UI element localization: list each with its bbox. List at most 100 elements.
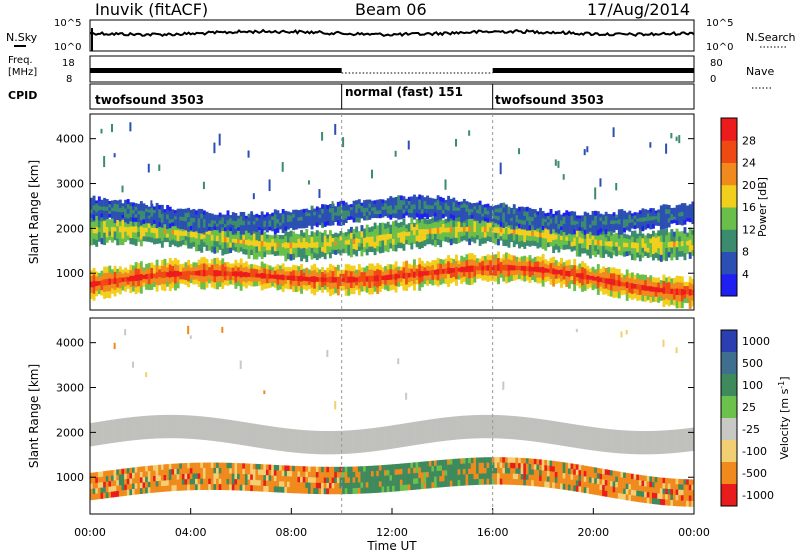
power-cell [384,270,388,276]
power-cell [286,211,290,216]
power-cell [599,234,603,241]
power-cell [153,209,156,214]
power-cell [100,206,104,211]
power-cell [326,272,330,278]
power-cell [124,221,128,228]
power-cell [449,214,453,219]
power-cell [273,238,277,244]
power-cell [153,216,156,221]
power-cell [549,213,553,220]
power-cell [318,207,322,212]
velocity-cell [455,458,458,465]
power-cell [336,264,340,272]
power-cell [263,220,267,225]
power-cell [649,212,653,217]
power-cell [352,276,356,283]
power-cell [562,212,566,218]
power-cell [339,210,343,217]
power-cell [389,196,393,202]
power-cell [213,220,217,225]
velocity-cell [405,463,409,469]
velocity-cell [355,477,359,484]
velocity-cell [502,473,506,480]
power-cell [234,213,238,218]
power-cell [200,276,204,283]
velocity-cell [260,424,264,449]
power-cell [510,214,514,219]
power-cell [565,224,569,231]
power-cell [310,265,314,272]
power-cell [279,247,282,252]
power-cell [507,221,511,226]
power-cell [166,233,170,239]
power-cell [378,213,382,219]
velocity-cell [252,474,256,481]
velocity-cell [289,481,293,488]
power-cell [244,272,248,278]
power-cell [607,231,611,237]
power-cell [502,217,506,224]
power-cell [397,200,401,206]
velocity-cell [179,468,183,475]
power-cell [557,261,561,267]
velocity-cell [208,473,212,480]
power-cell [300,275,303,283]
power-cell [305,276,309,282]
velocity-cell [305,466,309,473]
velocity-cell [565,473,569,480]
power-cell [394,279,398,287]
power-cell [381,222,385,230]
velocity-cell [449,459,453,465]
velocity-cell [531,464,535,470]
power-cell [284,229,288,237]
power-cell [473,265,477,272]
power-cell [444,179,447,190]
power-cell [418,194,422,200]
power-cell [292,253,296,260]
power-cell [349,288,353,295]
y-tick-label: 2000 [56,426,84,439]
power-cell [210,234,214,242]
power-cell [581,273,584,280]
velocity-cell [305,482,309,489]
velocity-cell [105,481,109,488]
power-cell [460,201,464,206]
power-cell [124,204,128,210]
power-cell [536,261,540,268]
power-cell [339,250,343,256]
power-cell [97,289,101,295]
power-cell [386,285,390,292]
velocity-cell [525,474,529,481]
power-cell [686,205,690,210]
power-cell [384,266,388,272]
power-cell [599,224,603,229]
power-cell [531,275,535,281]
power-cell [181,224,185,230]
power-cell [181,212,185,218]
power-cell [368,236,372,243]
power-cell [457,237,461,244]
power-cell [137,280,141,287]
velocity-cell [599,489,603,496]
velocity-cell [604,480,608,486]
velocity-cell [247,479,251,486]
power-cell [229,232,233,239]
power-cell [628,287,632,294]
power-cell [578,231,582,238]
velocity-cell [347,472,351,478]
velocity-cell [200,473,204,480]
power-cell [546,272,550,278]
velocity-cell [360,429,364,453]
power-cell [344,202,348,207]
power-cell [462,198,466,204]
velocity-cell [541,470,545,477]
velocity-cell [95,477,99,484]
power-cell [339,205,343,212]
velocity-cell [533,469,537,476]
power-cell [113,218,117,224]
power-cell [242,262,246,269]
velocity-cell [494,473,498,480]
velocity-cell [184,479,188,486]
power-cell [394,244,398,252]
power-cell [250,220,254,226]
